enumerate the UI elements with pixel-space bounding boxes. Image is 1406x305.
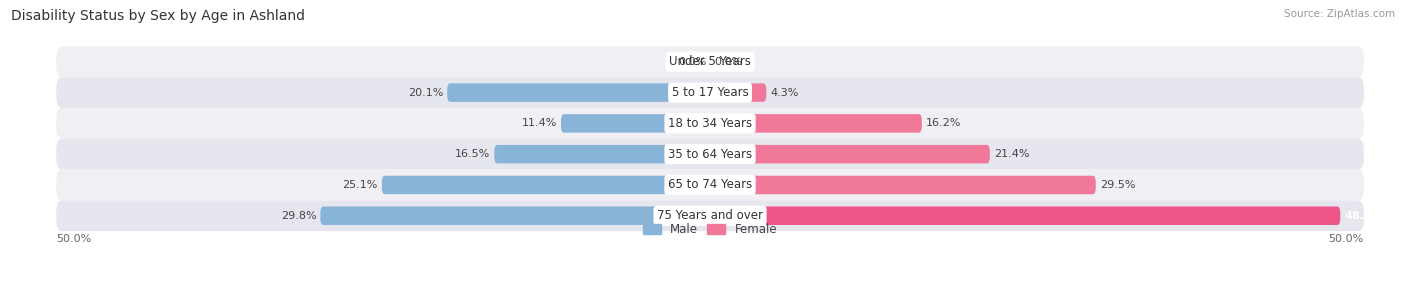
Text: 20.1%: 20.1% bbox=[408, 88, 443, 98]
FancyBboxPatch shape bbox=[710, 176, 1095, 194]
FancyBboxPatch shape bbox=[710, 145, 990, 163]
FancyBboxPatch shape bbox=[382, 176, 710, 194]
Text: 16.2%: 16.2% bbox=[925, 118, 962, 128]
FancyBboxPatch shape bbox=[495, 145, 710, 163]
FancyBboxPatch shape bbox=[56, 139, 1364, 170]
Text: 75 Years and over: 75 Years and over bbox=[657, 209, 763, 222]
FancyBboxPatch shape bbox=[56, 200, 1364, 231]
FancyBboxPatch shape bbox=[447, 83, 710, 102]
Text: 25.1%: 25.1% bbox=[343, 180, 378, 190]
Text: 35 to 64 Years: 35 to 64 Years bbox=[668, 148, 752, 161]
Legend: Male, Female: Male, Female bbox=[643, 223, 778, 236]
Text: 18 to 34 Years: 18 to 34 Years bbox=[668, 117, 752, 130]
Text: 0.0%: 0.0% bbox=[714, 57, 742, 67]
Text: 5 to 17 Years: 5 to 17 Years bbox=[672, 86, 748, 99]
FancyBboxPatch shape bbox=[561, 114, 710, 133]
Text: 4.3%: 4.3% bbox=[770, 88, 799, 98]
FancyBboxPatch shape bbox=[56, 108, 1364, 139]
FancyBboxPatch shape bbox=[56, 46, 1364, 77]
Text: 50.0%: 50.0% bbox=[1329, 234, 1364, 244]
Text: 0.0%: 0.0% bbox=[678, 57, 706, 67]
Text: Disability Status by Sex by Age in Ashland: Disability Status by Sex by Age in Ashla… bbox=[11, 9, 305, 23]
FancyBboxPatch shape bbox=[321, 206, 710, 225]
FancyBboxPatch shape bbox=[56, 170, 1364, 200]
Text: 29.8%: 29.8% bbox=[281, 211, 316, 221]
Text: Under 5 Years: Under 5 Years bbox=[669, 55, 751, 68]
Text: 21.4%: 21.4% bbox=[994, 149, 1029, 159]
Text: 29.5%: 29.5% bbox=[1099, 180, 1135, 190]
FancyBboxPatch shape bbox=[710, 114, 922, 133]
FancyBboxPatch shape bbox=[710, 206, 1340, 225]
Text: 65 to 74 Years: 65 to 74 Years bbox=[668, 178, 752, 192]
Text: 11.4%: 11.4% bbox=[522, 118, 557, 128]
FancyBboxPatch shape bbox=[710, 83, 766, 102]
Text: 16.5%: 16.5% bbox=[456, 149, 491, 159]
Text: Source: ZipAtlas.com: Source: ZipAtlas.com bbox=[1284, 9, 1395, 19]
Text: 50.0%: 50.0% bbox=[56, 234, 91, 244]
Text: 48.2%: 48.2% bbox=[1344, 211, 1384, 221]
FancyBboxPatch shape bbox=[56, 77, 1364, 108]
